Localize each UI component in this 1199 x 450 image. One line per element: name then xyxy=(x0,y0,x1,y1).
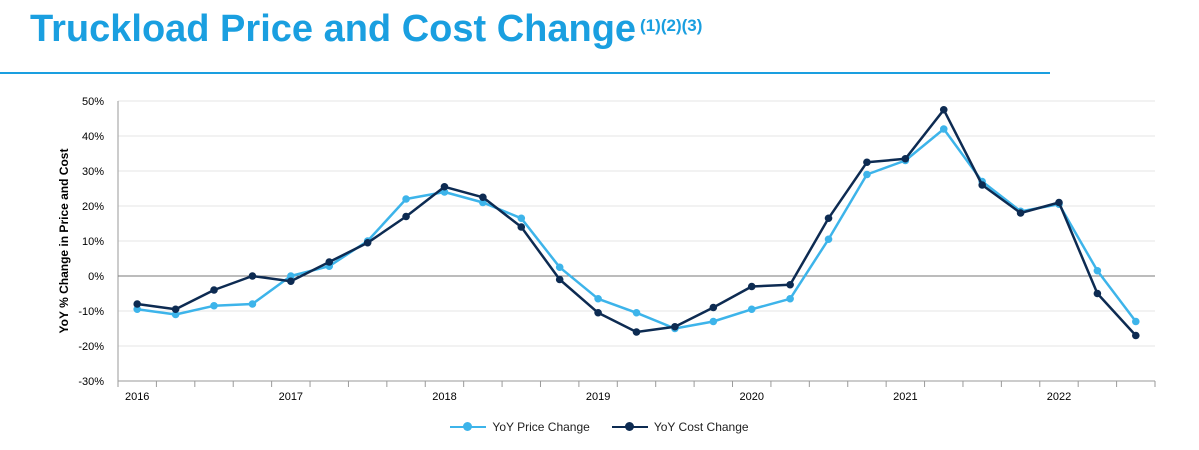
data-point-price xyxy=(517,214,526,223)
data-point-cost xyxy=(440,182,449,191)
data-point-cost xyxy=(1131,331,1140,340)
y-tick-label: 40% xyxy=(82,131,104,143)
x-tick-label: 2019 xyxy=(586,391,610,403)
legend-item-price: YoY Price Change xyxy=(450,420,590,434)
data-point-price xyxy=(863,170,871,179)
data-point-cost xyxy=(747,282,756,291)
x-tick-label: 2017 xyxy=(279,391,303,403)
title-divider xyxy=(0,72,1050,74)
legend: YoY Price Change YoY Cost Change xyxy=(0,420,1199,434)
data-point-price xyxy=(210,301,218,310)
data-point-cost xyxy=(555,275,564,284)
data-point-price xyxy=(1093,266,1102,275)
data-point-cost xyxy=(1093,289,1102,298)
data-point-cost xyxy=(671,322,679,331)
y-tick-label: 50% xyxy=(82,96,104,108)
grid-layer xyxy=(118,100,1155,382)
data-point-price xyxy=(287,272,295,280)
legend-swatch-cost xyxy=(611,422,648,432)
y-tick-label: 10% xyxy=(82,236,104,248)
data-point-price xyxy=(632,308,641,317)
data-point-price xyxy=(248,300,257,308)
data-point-cost xyxy=(248,272,257,280)
data-point-cost xyxy=(632,328,641,336)
data-point-cost xyxy=(594,308,602,317)
data-point-cost xyxy=(1016,209,1025,217)
data-point-cost xyxy=(479,193,487,202)
data-point-price xyxy=(824,235,833,244)
legend-item-cost: YoY Cost Change xyxy=(611,420,749,434)
data-point-cost xyxy=(978,181,986,189)
data-point-cost xyxy=(863,158,871,167)
data-point-cost xyxy=(402,212,410,221)
x-tick-label: 2016 xyxy=(125,391,149,403)
data-point-cost xyxy=(325,258,334,266)
data-point-price xyxy=(1131,317,1140,326)
data-point-cost xyxy=(363,238,372,247)
legend-label-cost: YoY Cost Change xyxy=(653,420,749,434)
series-line-cost xyxy=(137,108,1137,337)
data-point-price xyxy=(133,305,142,314)
x-tick-label: 2021 xyxy=(893,391,917,403)
data-point-price xyxy=(555,263,564,272)
data-point-cost xyxy=(709,303,718,312)
page-title: Truckload Price and Cost Change (1)(2)(3) xyxy=(30,8,702,51)
x-tick-label: 2022 xyxy=(1047,391,1071,403)
y-tick-label: 0% xyxy=(88,271,104,283)
data-point-cost xyxy=(210,286,218,294)
data-point-price xyxy=(440,188,449,196)
title-footnote-refs: (1)(2)(3) xyxy=(640,16,703,35)
data-point-cost xyxy=(1055,198,1063,207)
y-tick-label: -30% xyxy=(78,376,104,388)
line-chart: -30% -20% -10% 0% 10% 20% 30% 40% 50% 2016 2017 201… xyxy=(57,96,1156,403)
legend-label-price: YoY Price Change xyxy=(492,420,590,434)
data-point-price xyxy=(786,294,794,303)
y-tick-label: 20% xyxy=(82,201,104,213)
data-point-price xyxy=(594,294,602,303)
data-point-cost xyxy=(786,280,794,289)
data-point-cost xyxy=(901,154,910,163)
y-tick-label: 30% xyxy=(82,166,104,178)
y-tick-label: -10% xyxy=(78,306,104,318)
data-point-cost xyxy=(824,214,833,223)
data-point-price xyxy=(747,305,756,314)
data-point-cost xyxy=(287,277,295,286)
data-point-cost xyxy=(133,300,142,308)
data-point-cost xyxy=(517,223,526,231)
legend-swatch-price xyxy=(450,422,487,432)
chart-title: Truckload Price and Cost Change xyxy=(30,8,637,50)
series-line-price xyxy=(137,127,1137,330)
axis-layer: -30% -20% -10% 0% 10% 20% 30% 40% 50% 2016 2017 201… xyxy=(78,96,1156,403)
y-axis-label: YoY % Change in Price and Cost xyxy=(57,149,71,334)
data-point-price xyxy=(402,195,410,203)
data-point-price xyxy=(171,310,180,319)
series-layer xyxy=(133,105,1140,340)
x-tick-label: 2020 xyxy=(739,391,763,403)
y-tick-label: -20% xyxy=(78,341,104,353)
data-point-price xyxy=(479,198,487,207)
x-tick-label: 2018 xyxy=(432,391,456,403)
data-point-price xyxy=(939,125,948,133)
data-point-cost xyxy=(939,105,948,114)
data-point-price xyxy=(709,317,718,326)
data-point-cost xyxy=(171,305,180,314)
